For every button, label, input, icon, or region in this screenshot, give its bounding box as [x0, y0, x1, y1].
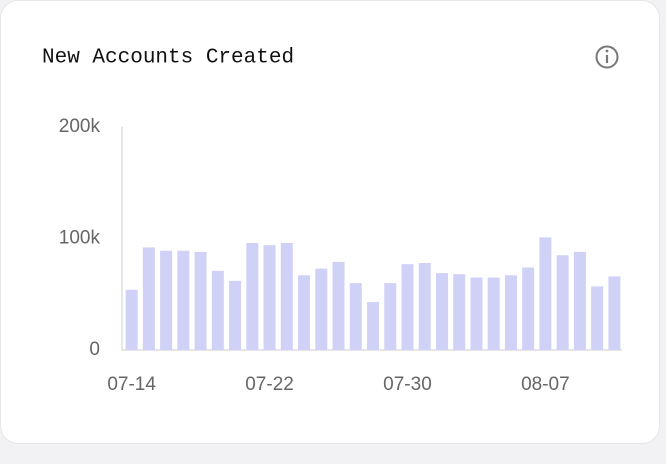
bar: [453, 274, 466, 350]
bar: [504, 275, 517, 350]
bar: [384, 283, 397, 350]
bar: [435, 273, 448, 350]
bar: [573, 251, 586, 350]
bar: [229, 280, 242, 350]
card: [0, 0, 660, 444]
bar: [367, 302, 379, 350]
info-dot[interactable]: [605, 49, 609, 53]
chart-title: New Accounts Created: [42, 47, 294, 70]
bar: [401, 264, 414, 350]
bar: [298, 275, 311, 350]
x-tick-label: 07-22: [245, 374, 294, 395]
bar: [142, 247, 155, 350]
bar: [315, 268, 328, 350]
info-icon[interactable]: [595, 45, 619, 69]
bar: [160, 250, 173, 350]
bar: [418, 263, 431, 350]
bar: [608, 276, 621, 350]
bar: [194, 251, 207, 350]
bar: [332, 261, 345, 350]
bar: [125, 289, 138, 350]
bar: [211, 270, 224, 350]
bar: [556, 255, 569, 350]
info-circle[interactable]: [595, 45, 619, 69]
bar: [263, 245, 276, 350]
bar: [280, 242, 293, 350]
bar: [539, 237, 552, 350]
bar: [522, 267, 535, 350]
y-tick-label: 0: [89, 339, 100, 360]
bar: [487, 277, 500, 350]
bar: [246, 242, 259, 350]
bar: [349, 283, 362, 350]
x-tick-label: 07-14: [107, 374, 156, 395]
y-tick-label: 200k: [59, 116, 101, 137]
bar: [591, 286, 604, 350]
bar: [470, 277, 483, 350]
y-tick-label: 100k: [59, 228, 101, 249]
bar: [177, 250, 190, 350]
x-tick-label: 07-30: [383, 374, 432, 395]
x-tick-label: 08-07: [521, 374, 570, 395]
